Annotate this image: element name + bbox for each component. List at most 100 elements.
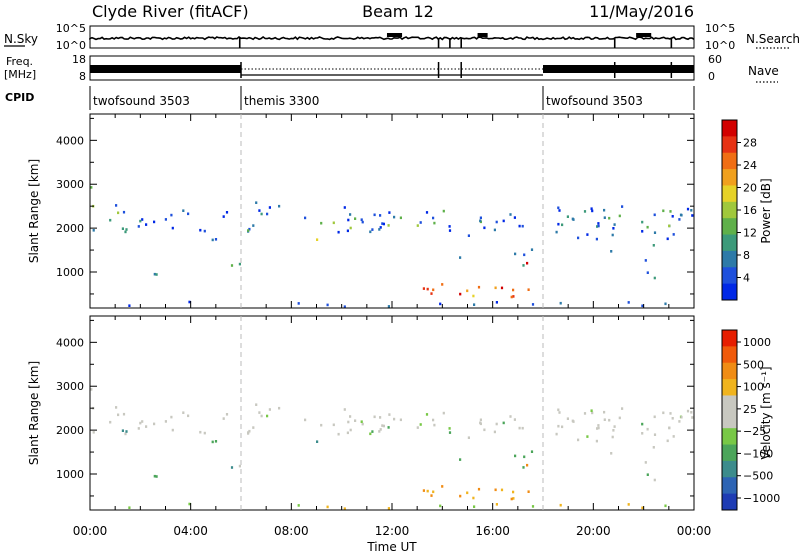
velocity-cell: [278, 406, 281, 410]
nsky-label: N.Sky: [4, 32, 38, 46]
colorbar-tick-4: 20: [743, 182, 757, 195]
power-cell: [510, 295, 513, 299]
power-cell: [225, 211, 229, 214]
power-cell: [170, 213, 173, 217]
ytick-3000: 3000: [56, 178, 84, 191]
velocity-cell: [441, 485, 444, 488]
velocity-cell: [225, 413, 229, 416]
velocity-cell: [109, 420, 112, 424]
power-cell: [304, 216, 307, 220]
velocity-cell: [459, 458, 462, 461]
power-cell: [572, 218, 575, 221]
velocity-cell: [672, 435, 675, 438]
velocity-ylabel: Slant Range [km]: [27, 361, 41, 465]
velocity-cell: [662, 411, 665, 415]
velocity-cell: [442, 411, 445, 415]
cpid-segment-0: twofsound 3503: [93, 94, 190, 108]
ytick-2000: 2000: [56, 222, 84, 235]
colorbar-segment: [722, 395, 737, 413]
colorbar-tick-6: 28: [743, 137, 757, 150]
velocity-cell: [115, 406, 118, 409]
power-cell: [433, 221, 436, 225]
velocity-cell: [521, 426, 524, 430]
power-cell: [653, 276, 656, 280]
power-cell: [349, 226, 352, 230]
power-cell: [187, 212, 190, 216]
velocity-cell: [432, 418, 435, 422]
velocity-cell: [459, 494, 462, 498]
power-cell: [672, 233, 675, 236]
velocity-cell: [479, 418, 482, 422]
xtick-0: 00:00: [73, 524, 108, 538]
velocity-cell: [255, 403, 258, 406]
power-cell: [153, 220, 156, 224]
colorbar-segment: [722, 234, 737, 252]
power-cell: [466, 289, 469, 293]
power-cell: [252, 224, 255, 227]
power-cell: [337, 230, 340, 234]
colorbar-segment: [722, 218, 737, 236]
power-cell: [641, 304, 644, 308]
velocity-cell: [479, 421, 482, 425]
power-cell: [495, 220, 498, 224]
power-cell: [343, 305, 346, 308]
colorbar-segment: [722, 330, 737, 347]
velocity-cell: [644, 461, 647, 464]
power-cell: [171, 226, 174, 230]
power-cell: [349, 213, 352, 216]
velocity-cell: [187, 414, 190, 418]
velocity-cell: [527, 490, 530, 493]
power-colorbar: 4 8 12 16 20 24 28: [721, 119, 757, 301]
nsearch-tick-top: 10^5: [705, 22, 735, 35]
velocity-cell: [668, 426, 671, 430]
power-heatmap: [90, 186, 694, 308]
power-cell: [258, 209, 261, 212]
power-cell: [531, 303, 535, 306]
velocity-cell: [557, 424, 560, 428]
velocity-cell: [182, 411, 185, 414]
velocity-cell: [641, 506, 644, 510]
velocity-cell: [513, 418, 516, 421]
power-cell: [653, 213, 656, 217]
velocity-cell: [653, 478, 656, 482]
power-cell: [597, 222, 600, 225]
ytick-4000: 4000: [56, 336, 84, 349]
velocity-cell: [369, 432, 372, 436]
nsky-tick-bottom: 10^0: [56, 39, 86, 52]
colorbar-segment: [722, 201, 737, 219]
power-cell: [668, 224, 671, 228]
power-cell: [591, 209, 594, 213]
power-cell: [671, 215, 674, 218]
velocity-cell: [603, 410, 606, 414]
velocity-cell: [690, 411, 693, 414]
velocity-cell: [117, 413, 120, 417]
velocity-cell: [343, 408, 346, 411]
velocity-cell: [473, 505, 476, 508]
power-cell: [320, 221, 323, 225]
power-cell: [430, 292, 433, 295]
velocity-cell: [618, 416, 621, 420]
velocity-cell: [320, 423, 323, 427]
velocity-cell: [382, 424, 385, 428]
power-cell: [373, 213, 376, 217]
power-cell: [211, 238, 214, 242]
power-cell: [686, 207, 690, 211]
power-cell: [523, 253, 526, 257]
colorbar-segment: [722, 444, 737, 462]
power-cell: [278, 204, 281, 208]
velocity-cell: [316, 440, 319, 443]
power-cell: [612, 227, 615, 230]
velocity-cell: [613, 425, 616, 428]
velocity-cell: [493, 430, 496, 434]
power-cell: [361, 220, 364, 224]
velocity-cell: [691, 416, 694, 419]
power-cell: [247, 229, 250, 232]
power-cell: [316, 238, 319, 241]
power-cell: [494, 286, 497, 290]
velocity-cell: [512, 490, 515, 494]
velocity-cell: [137, 427, 140, 430]
colorbar-segment: [722, 136, 737, 154]
power-cell: [343, 206, 346, 209]
velocity-cell: [572, 420, 575, 423]
